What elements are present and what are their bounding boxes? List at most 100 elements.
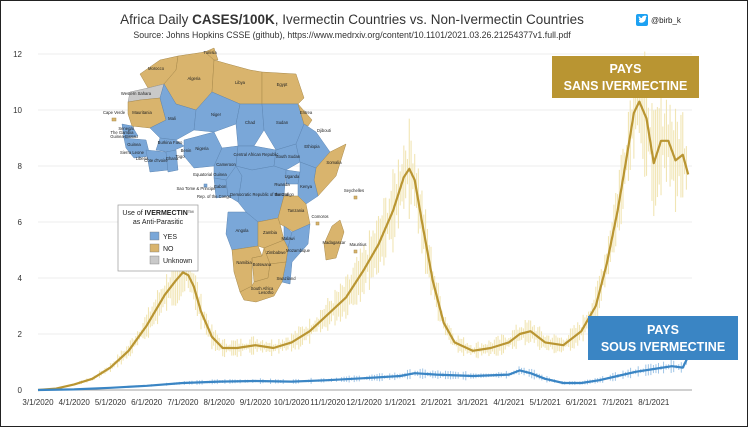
legend-swatch xyxy=(149,231,160,241)
country-label: Ghana xyxy=(166,156,179,161)
country-label: Libya xyxy=(235,80,246,85)
country-label: Malawi xyxy=(281,236,294,241)
x-tick-label: 12/1/2020 xyxy=(346,398,382,407)
chart-subtitle: Source: Johns Hopkins CSSE (github), htt… xyxy=(133,30,571,40)
map-region-ghana xyxy=(165,149,179,173)
country-label: Senegal xyxy=(118,126,133,131)
x-tick-label: 2/1/2021 xyxy=(421,398,453,407)
x-tick-label: 6/1/2020 xyxy=(131,398,163,407)
x-axis: 3/1/2020 4/1/2020 5/1/2020 6/1/2020 7/1/2020… xyxy=(22,398,669,407)
chart-title: Africa Daily CASES/100K, Ivermectin Coun… xyxy=(120,12,584,27)
x-tick-label: 4/1/2021 xyxy=(493,398,525,407)
map-region-sao-tome xyxy=(203,183,208,188)
country-label: The Gambia xyxy=(110,130,134,135)
x-tick-label: 10/1/2020 xyxy=(274,398,310,407)
map-legend: Use of IVERMECTINTM as Anti-Parasitic YE… xyxy=(117,204,199,272)
country-label: Gabon xyxy=(214,184,227,189)
annotation-sans-line1: PAYS xyxy=(610,62,642,76)
x-tick-label: 8/1/2020 xyxy=(204,398,236,407)
country-label: Liberia xyxy=(136,156,149,161)
x-tick-label: 1/1/2021 xyxy=(385,398,417,407)
map-region-eritrea xyxy=(297,103,313,127)
country-label: Togo xyxy=(175,154,185,159)
country-label: Mauritius xyxy=(350,242,367,247)
map-region-south-africa xyxy=(239,261,287,303)
map-region-burkina-faso xyxy=(155,137,185,153)
annotation-sans-ivermectine: PAYS SANS IVERMECTINE xyxy=(552,56,699,98)
country-label: Eritrea xyxy=(300,110,313,115)
legend-swatch xyxy=(149,243,160,253)
x-tick-label: 9/1/2020 xyxy=(240,398,272,407)
map-region-kenya xyxy=(297,161,319,205)
country-label: Algeria xyxy=(187,76,201,81)
country-label: Sudan xyxy=(276,120,289,125)
y-axis: 0 2 4 6 8 10 12 xyxy=(13,50,22,395)
country-label: Swaziland xyxy=(276,276,296,281)
twitter-handle: @birb_k xyxy=(651,16,682,25)
map-region-chad xyxy=(235,103,265,147)
map-region-seychelles xyxy=(353,195,358,200)
y-tick-label: 4 xyxy=(18,274,23,283)
country-label: Rep. of the Congo xyxy=(197,194,232,199)
x-tick-label: 5/1/2021 xyxy=(530,398,562,407)
country-label: Angola xyxy=(235,228,249,233)
country-label: Democratic Republic of the Congo xyxy=(230,192,294,197)
country-label: Mali xyxy=(168,116,176,121)
x-tick-label: 7/1/2020 xyxy=(167,398,199,407)
twitter-bird-glyph xyxy=(638,15,647,23)
country-label: Botswana xyxy=(253,262,272,267)
country-label: Sierra Leone xyxy=(120,150,145,155)
country-label: Benin xyxy=(181,148,192,153)
annotation-sans-line2: SANS IVERMECTINE xyxy=(564,79,688,93)
y-tick-label: 12 xyxy=(13,50,22,59)
series-line-sans-ivermectine xyxy=(37,100,690,392)
country-label: Zimbabwe xyxy=(266,250,286,255)
x-tick-label: 8/1/2021 xyxy=(638,398,670,407)
country-label: Mauritania xyxy=(132,110,152,115)
legend-subtitle: as Anti-Parasitic xyxy=(133,219,184,226)
annotation-box-sous xyxy=(588,316,738,360)
y-tick-label: 2 xyxy=(18,330,23,339)
country-label: Sao Tome & Principe xyxy=(176,186,216,191)
map-region-south-sudan xyxy=(273,143,301,171)
chart-series xyxy=(37,100,690,392)
y-tick-label: 6 xyxy=(18,218,23,227)
map-region-cape-verde xyxy=(111,117,117,122)
country-label: Lesotho xyxy=(259,290,275,295)
country-label: Comoros xyxy=(312,214,329,219)
country-label: Seychelles xyxy=(344,188,364,193)
map-region-guinea xyxy=(123,137,151,159)
map-region-comoros xyxy=(315,221,320,226)
country-label: Morocco xyxy=(148,66,165,71)
series-line-sous-ivermectine xyxy=(37,355,690,392)
country-label: Western Sahara xyxy=(121,91,152,96)
country-label: Ethiopia xyxy=(304,144,320,149)
y-tick-label: 0 xyxy=(18,386,23,395)
x-tick-label: 3/1/2020 xyxy=(22,398,54,407)
africa-map: Tunisia Morocco Algeria Libya Egypt Western S… xyxy=(103,47,367,303)
country-label: Uganda xyxy=(285,174,300,179)
x-tick-label: 3/1/2021 xyxy=(457,398,489,407)
twitter-badge: @birb_k xyxy=(636,14,682,26)
country-label: Cape Verde xyxy=(103,110,126,115)
country-label: Burkina Faso xyxy=(158,140,183,145)
country-label: Rwanda xyxy=(274,182,290,187)
country-label: Guinea-Bissau xyxy=(110,134,138,139)
annotation-sous-line2: SOUS IVERMECTINE xyxy=(601,340,725,354)
country-label: Cameroon xyxy=(216,162,236,167)
country-label: Djibouti xyxy=(317,128,331,133)
country-label: Central African Republic xyxy=(234,152,279,157)
map-region-egypt xyxy=(261,71,305,105)
country-label: Madagascar xyxy=(322,240,346,245)
annotation-box-sans xyxy=(552,56,699,98)
x-tick-label: 7/1/2021 xyxy=(602,398,634,407)
country-label: Somalia xyxy=(326,160,342,165)
x-tick-label: 5/1/2020 xyxy=(95,398,127,407)
country-label: Namibia xyxy=(236,260,252,265)
country-labels: Tunisia Morocco Algeria Libya Egypt Western S… xyxy=(103,50,367,295)
annotation-sous-ivermectine: PAYS SOUS IVERMECTINE xyxy=(588,316,738,360)
map-region-madagascar xyxy=(323,219,345,261)
country-label: Nigeria xyxy=(195,146,209,151)
